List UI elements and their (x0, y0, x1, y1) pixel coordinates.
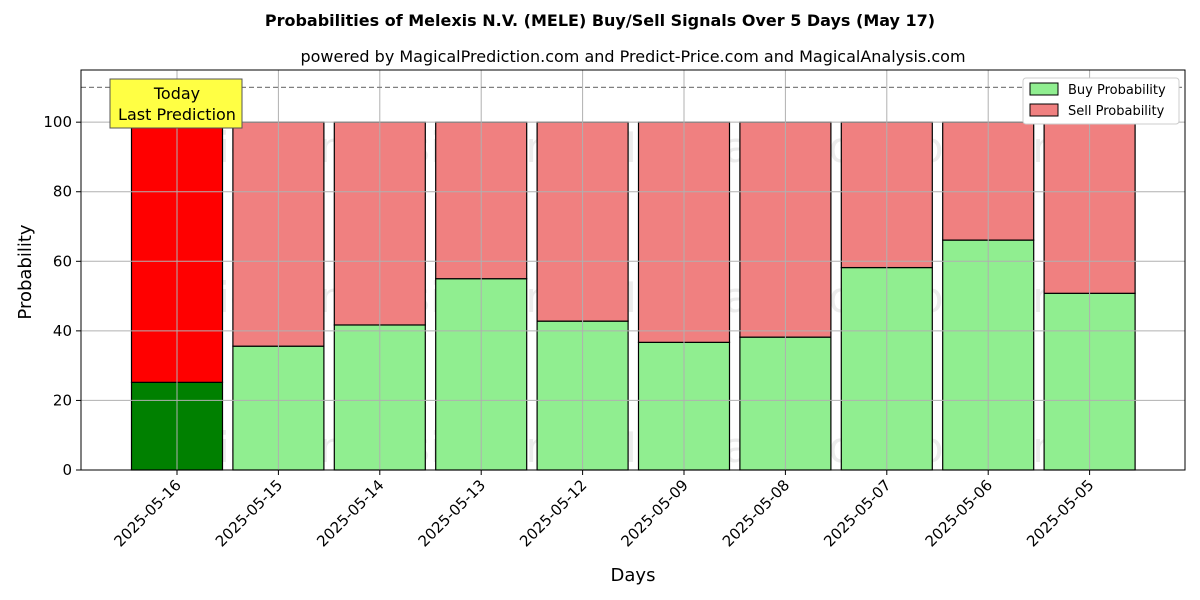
x-tick-label: 2025-05-08 (719, 476, 793, 550)
plot-area: MagicalAnalysis.comMagicalPrediction.com… (43, 69, 1186, 550)
chart-title: Probabilities of Melexis N.V. (MELE) Buy… (265, 11, 935, 30)
axes-frame (80, 69, 1186, 471)
y-tick-label: 20 (53, 391, 72, 409)
annotation-text: Last Prediction (118, 105, 236, 124)
y-tick-label: 60 (53, 252, 72, 270)
y-tick-label: 80 (53, 183, 72, 201)
x-tick-label: 2025-05-07 (820, 476, 894, 550)
x-tick-label: 2025-05-15 (212, 476, 286, 550)
x-tick-label: 2025-05-14 (313, 476, 387, 550)
x-tick-label: 2025-05-13 (415, 476, 489, 550)
legend-box (1022, 77, 1180, 125)
annotation-box (109, 78, 243, 129)
y-tick-label: 0 (62, 461, 72, 479)
x-tick-label: 2025-05-16 (110, 476, 184, 550)
y-tick-label: 100 (43, 113, 72, 131)
legend-swatch (1029, 82, 1059, 96)
y-axis-label: Probability (15, 224, 36, 319)
chart-subtitle: powered by MagicalPrediction.com and Pre… (300, 47, 965, 66)
x-tick-label: 2025-05-09 (617, 476, 691, 550)
legend-label: Sell Probability (1068, 104, 1165, 119)
y-tick-label: 40 (53, 322, 72, 340)
x-axis-label: Days (611, 565, 656, 586)
x-tick-label: 2025-05-12 (516, 476, 590, 550)
legend-swatch (1029, 103, 1059, 117)
annotation-text: Today (153, 84, 200, 103)
legend-label: Buy Probability (1068, 83, 1166, 98)
x-tick-label: 2025-05-05 (1023, 476, 1097, 550)
x-tick-label: 2025-05-06 (922, 476, 996, 550)
